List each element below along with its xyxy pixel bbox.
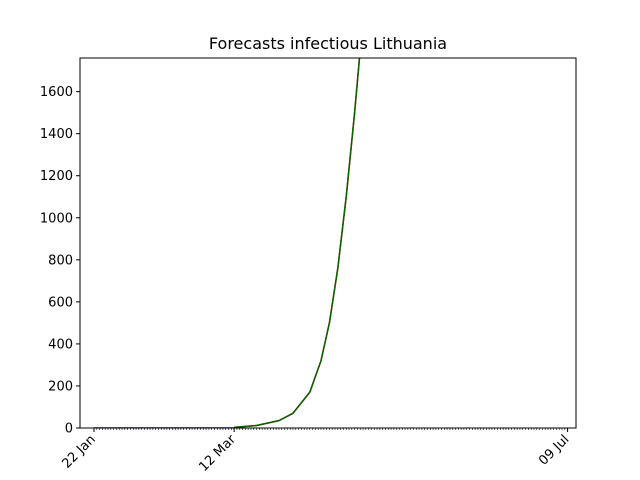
y-tick-label-4: 800: [48, 253, 73, 268]
y-tick-label-0: 0: [65, 422, 73, 437]
y-tick-label-6: 1200: [40, 169, 73, 184]
plot-frame: [79, 57, 577, 429]
y-tick-label-7: 1400: [40, 127, 73, 142]
y-tick-label-3: 600: [48, 295, 73, 310]
y-tick-label-5: 1000: [40, 211, 73, 226]
y-tick-label-1: 200: [48, 379, 73, 394]
y-tick-label-8: 1600: [40, 85, 73, 100]
series-layer: [94, 58, 361, 428]
chart-title: Forecasts infectious Lithuania: [209, 34, 447, 53]
series-line-2: [234, 58, 361, 428]
y-axis-ticks: 0 200 400 600 800 1000 1200 1400 1600: [40, 85, 80, 437]
y-tick-label-2: 400: [48, 337, 73, 352]
